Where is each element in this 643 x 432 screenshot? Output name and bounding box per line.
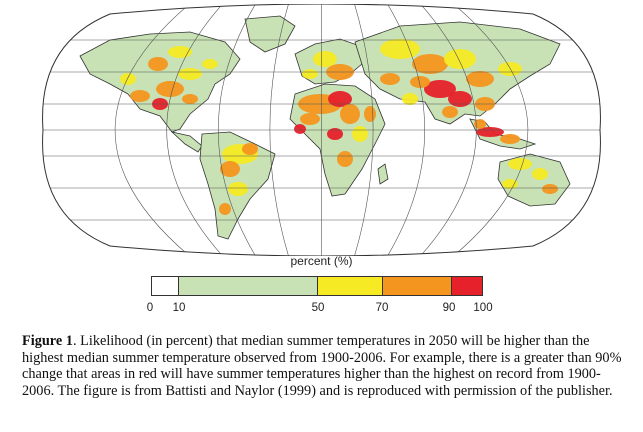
heat-region bbox=[444, 49, 476, 69]
legend-tick-label: 0 bbox=[146, 302, 154, 314]
legend-tick-label: 50 bbox=[311, 302, 325, 314]
heat-region bbox=[337, 151, 353, 167]
heat-region bbox=[313, 51, 337, 67]
southeast-asia bbox=[469, 118, 537, 150]
heat-region bbox=[380, 39, 420, 59]
heat-region bbox=[412, 54, 448, 74]
heat-region bbox=[402, 93, 418, 105]
figure-caption: Figure 1. Likelihood (in percent) that m… bbox=[22, 333, 632, 399]
heat-region bbox=[130, 90, 150, 102]
legend-tick-label: 10 bbox=[172, 302, 186, 314]
heat-region bbox=[498, 62, 522, 76]
central-america bbox=[170, 131, 203, 153]
heat-region bbox=[352, 126, 368, 142]
heat-region bbox=[148, 57, 168, 71]
heat-region bbox=[448, 91, 472, 107]
meridian-line bbox=[354, 4, 374, 256]
globe-outline bbox=[42, 4, 601, 256]
heat-region bbox=[410, 76, 430, 88]
heat-region bbox=[220, 161, 240, 177]
world-map bbox=[40, 4, 603, 256]
legend-tick-label: 70 bbox=[375, 302, 389, 314]
heat-region bbox=[327, 128, 343, 140]
meridian-line bbox=[218, 4, 256, 256]
heat-region bbox=[500, 134, 520, 144]
legend-segment bbox=[382, 277, 453, 295]
heat-region bbox=[442, 106, 458, 118]
heat-region bbox=[302, 69, 318, 79]
heat-region bbox=[228, 182, 248, 196]
heat-region bbox=[294, 124, 306, 134]
heat-region bbox=[120, 73, 136, 85]
caption-text: . Likelihood (in percent) that median su… bbox=[22, 333, 622, 399]
meridian-line bbox=[453, 4, 528, 256]
heat-region bbox=[474, 119, 486, 129]
meridian-line bbox=[420, 4, 477, 256]
greenland bbox=[244, 15, 296, 53]
heat-region bbox=[300, 113, 320, 125]
legend-segment bbox=[178, 277, 318, 295]
heat-layer bbox=[120, 39, 558, 215]
globe-interior bbox=[42, 4, 601, 256]
heat-region bbox=[340, 104, 360, 124]
heat-region bbox=[168, 46, 192, 58]
heat-region bbox=[476, 127, 504, 137]
heat-region bbox=[508, 158, 532, 170]
heat-region bbox=[542, 184, 558, 194]
heat-region bbox=[182, 94, 198, 104]
heat-region bbox=[219, 203, 231, 215]
meridian-line bbox=[387, 4, 425, 256]
heat-region bbox=[502, 179, 518, 189]
legend-segment bbox=[452, 277, 482, 295]
meridian-line bbox=[115, 4, 190, 256]
world-map-svg bbox=[42, 4, 601, 256]
legend-segment bbox=[318, 277, 383, 295]
meridian-line bbox=[166, 4, 223, 256]
heat-region bbox=[364, 106, 376, 122]
legend-tick-label: 100 bbox=[473, 302, 493, 314]
meridian-line bbox=[269, 4, 289, 256]
heat-region bbox=[466, 71, 494, 87]
heat-region bbox=[156, 81, 184, 97]
heat-region bbox=[380, 73, 400, 85]
heat-region bbox=[424, 80, 456, 98]
legend-segment bbox=[152, 277, 179, 295]
heat-region bbox=[532, 168, 548, 180]
caption-label: Figure 1 bbox=[22, 333, 73, 349]
legend-color-bar bbox=[151, 276, 483, 296]
legend-title: percent (%) bbox=[290, 254, 353, 268]
madagascar bbox=[377, 163, 389, 185]
heat-region bbox=[328, 91, 352, 107]
heat-region bbox=[202, 59, 218, 69]
heat-region bbox=[178, 68, 202, 80]
legend-tick-label: 90 bbox=[442, 302, 456, 314]
heat-region bbox=[242, 143, 258, 155]
graticule bbox=[42, 4, 601, 256]
north-america bbox=[79, 31, 241, 133]
legend: percent (%) 0 10 50 70 90 100 bbox=[0, 252, 643, 322]
